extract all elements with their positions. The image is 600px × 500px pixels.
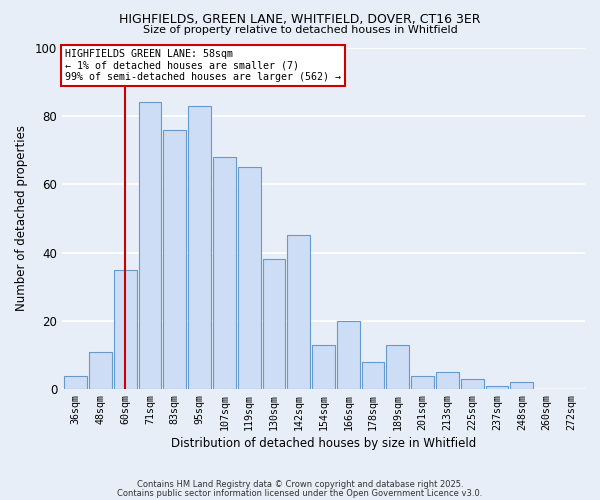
- Bar: [64, 376, 87, 389]
- Bar: [386, 345, 409, 389]
- Bar: [163, 130, 186, 389]
- Bar: [511, 382, 533, 389]
- Y-axis label: Number of detached properties: Number of detached properties: [15, 126, 28, 312]
- Bar: [485, 386, 508, 389]
- Bar: [238, 167, 260, 389]
- Text: Size of property relative to detached houses in Whitfield: Size of property relative to detached ho…: [143, 25, 457, 35]
- Text: Contains HM Land Registry data © Crown copyright and database right 2025.: Contains HM Land Registry data © Crown c…: [137, 480, 463, 489]
- X-axis label: Distribution of detached houses by size in Whitfield: Distribution of detached houses by size …: [171, 437, 476, 450]
- Bar: [461, 379, 484, 389]
- Text: HIGHFIELDS GREEN LANE: 58sqm
← 1% of detached houses are smaller (7)
99% of semi: HIGHFIELDS GREEN LANE: 58sqm ← 1% of det…: [65, 49, 341, 82]
- Bar: [263, 260, 286, 389]
- Bar: [139, 102, 161, 389]
- Bar: [411, 376, 434, 389]
- Bar: [89, 352, 112, 389]
- Text: HIGHFIELDS, GREEN LANE, WHITFIELD, DOVER, CT16 3ER: HIGHFIELDS, GREEN LANE, WHITFIELD, DOVER…: [119, 12, 481, 26]
- Bar: [287, 236, 310, 389]
- Text: Contains public sector information licensed under the Open Government Licence v3: Contains public sector information licen…: [118, 488, 482, 498]
- Bar: [188, 106, 211, 389]
- Bar: [312, 345, 335, 389]
- Bar: [436, 372, 459, 389]
- Bar: [337, 321, 360, 389]
- Bar: [362, 362, 385, 389]
- Bar: [114, 270, 137, 389]
- Bar: [213, 157, 236, 389]
